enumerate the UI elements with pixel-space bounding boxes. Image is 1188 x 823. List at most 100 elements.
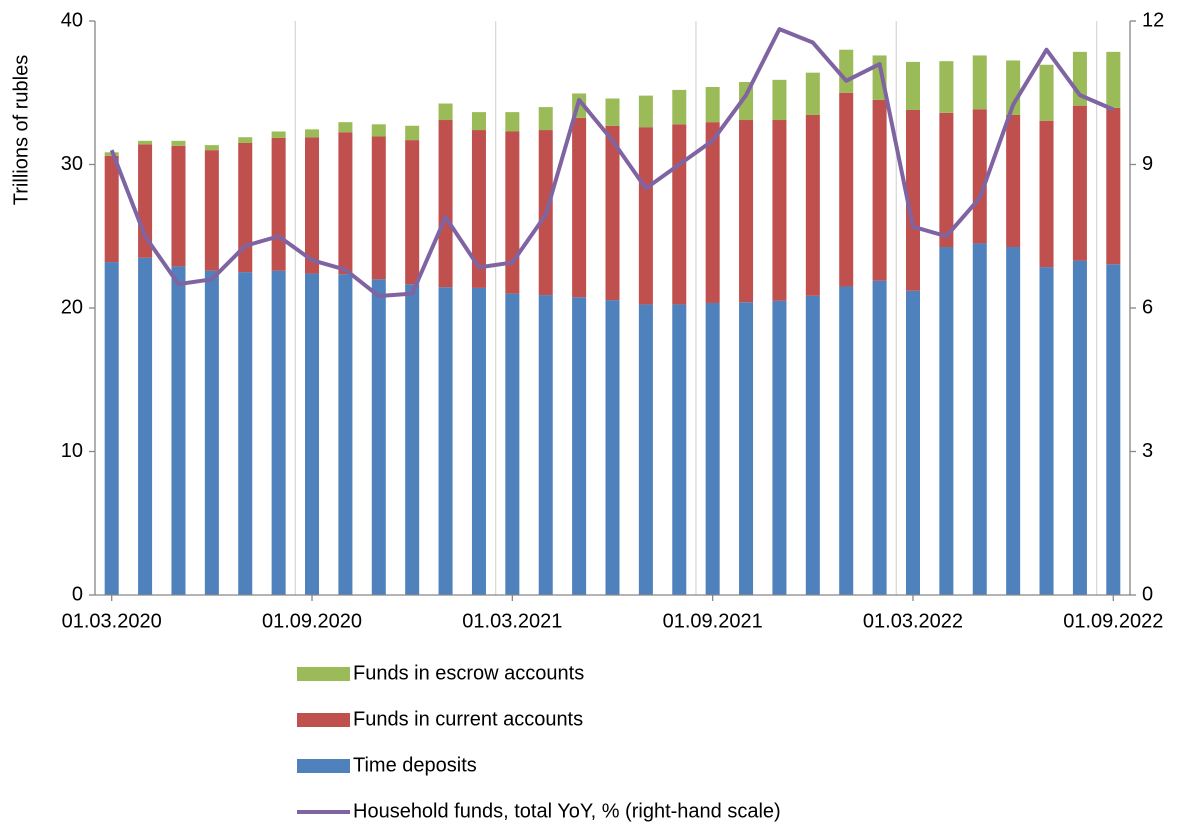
bar-segment [405, 140, 420, 285]
bar-segment [204, 270, 219, 595]
bar-segment [739, 302, 754, 595]
bar-segment [471, 287, 486, 595]
bar-segment [605, 125, 620, 301]
bar-segment [338, 274, 353, 595]
bar-segment [538, 107, 553, 131]
bar-segment [1039, 267, 1054, 595]
y-tick-label: 20 [61, 296, 83, 318]
bar-segment [705, 87, 720, 123]
bar-segment [672, 124, 687, 305]
bar-segment [605, 300, 620, 595]
y2-tick-label: 9 [1142, 153, 1153, 175]
x-tick-label: 01.03.2022 [863, 610, 963, 632]
bar-segment [238, 142, 253, 273]
bar-segment [438, 287, 453, 595]
bar-segment [438, 103, 453, 121]
bar-segment [1006, 114, 1021, 248]
bar-segment [672, 304, 687, 595]
bar-segment [905, 290, 920, 595]
bar-segment [204, 150, 219, 271]
bar-segment [1072, 105, 1087, 261]
bar-segment [805, 295, 820, 595]
bar-segment [772, 300, 787, 595]
y2-tick-label: 0 [1142, 583, 1153, 605]
x-tick-label: 01.09.2020 [262, 610, 362, 632]
line [109, 27, 1115, 299]
bar-segment [371, 279, 386, 595]
bar-segment [572, 117, 587, 298]
bar-segment [905, 61, 920, 110]
bar-segment [839, 92, 854, 287]
bar-segment [471, 130, 486, 288]
bar-segment [405, 284, 420, 595]
y-tick-label: 40 [61, 9, 83, 31]
legend-swatch [297, 759, 350, 773]
bar-segment [1072, 260, 1087, 595]
bar-segment [972, 55, 987, 110]
bar-segment [438, 120, 453, 288]
bar-segment [1106, 264, 1121, 595]
bar-segment [638, 127, 653, 305]
bar-segment [705, 122, 720, 303]
bar-segment [204, 145, 219, 151]
bar-segment [805, 72, 820, 115]
bar-segment [171, 145, 186, 267]
bar-segment [772, 79, 787, 121]
bar-segment [939, 247, 954, 595]
bar-segment [839, 49, 854, 93]
y2-tick-label: 3 [1142, 440, 1153, 462]
bar-segment [1006, 247, 1021, 595]
bar-segment [505, 131, 520, 294]
bar-segment [905, 109, 920, 291]
x-tick-label: 01.03.2021 [462, 610, 562, 632]
legend-swatch [297, 713, 350, 727]
bar-segment [1039, 64, 1054, 121]
bar-segment [972, 243, 987, 596]
bar-segment [1039, 120, 1054, 268]
bar-segment [638, 304, 653, 595]
bar-segment [171, 266, 186, 595]
bar-segment [705, 302, 720, 595]
bar-segment [405, 125, 420, 141]
y2-tick-label: 12 [1142, 9, 1164, 31]
bar-segment [271, 270, 286, 595]
bar-segment [338, 132, 353, 275]
legend-swatch [297, 667, 350, 681]
bar-segment [305, 129, 320, 138]
bar-segment [104, 262, 119, 595]
bar-segment [471, 112, 486, 131]
bar-segment [371, 136, 386, 280]
legend-label: Household funds, total YoY, % (right-han… [353, 800, 781, 822]
y-tick-label: 0 [72, 583, 83, 605]
bar-segment [305, 137, 320, 274]
bar-segment [1106, 51, 1121, 108]
bar-segment [371, 124, 386, 137]
bar-segment [872, 99, 887, 281]
bar-segment [271, 131, 286, 138]
bar-segment [338, 122, 353, 133]
bar-segment [104, 155, 119, 263]
bar-segment [238, 272, 253, 595]
bar-segment [505, 293, 520, 595]
bar-segment [772, 120, 787, 301]
bar-segment [271, 137, 286, 271]
bar-segment [305, 273, 320, 595]
bar-segment [939, 61, 954, 113]
legend-label: Funds in escrow accounts [353, 662, 584, 684]
bar-segment [538, 295, 553, 595]
bar-segment [572, 297, 587, 595]
y-tick-label: 10 [61, 440, 83, 462]
bar-segment [138, 257, 153, 595]
bar-segment [638, 95, 653, 128]
bar-segment [171, 140, 186, 146]
x-tick-label: 01.09.2022 [1063, 610, 1163, 632]
bar-segment [872, 280, 887, 595]
y-tick-label: 30 [61, 153, 83, 175]
x-tick-label: 01.03.2020 [62, 610, 162, 632]
bar-segment [238, 137, 253, 143]
bar-segment [138, 140, 153, 145]
legend-label: Funds in current accounts [353, 708, 583, 730]
bar-segment [672, 89, 687, 125]
bar-segment [1106, 107, 1121, 265]
